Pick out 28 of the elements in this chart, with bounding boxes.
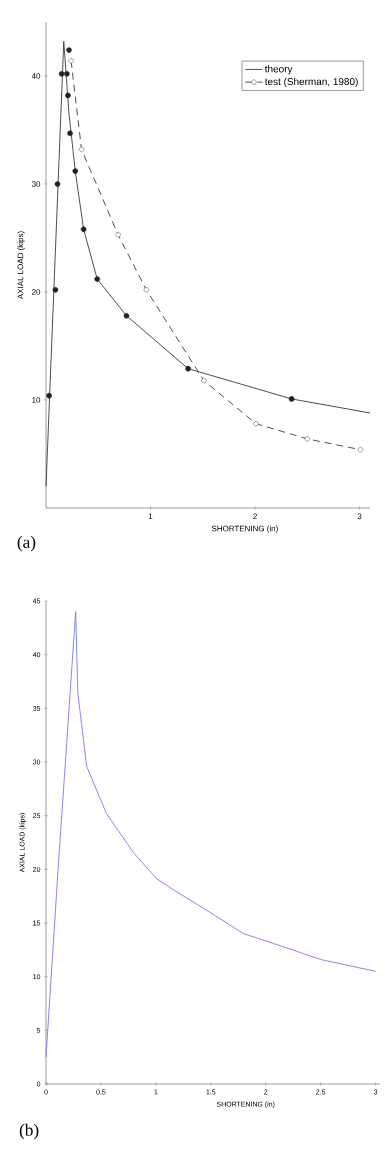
point — [66, 47, 72, 53]
point — [80, 226, 87, 233]
text: (a) — [17, 535, 36, 552]
point — [358, 447, 364, 453]
point — [78, 146, 85, 153]
point — [65, 92, 71, 99]
point — [72, 168, 79, 174]
line-series — [45, 41, 371, 487]
point — [52, 287, 59, 293]
point — [253, 421, 259, 427]
legend-label: theory — [264, 65, 293, 75]
point — [201, 377, 207, 384]
point — [64, 71, 70, 77]
point — [115, 232, 121, 238]
point — [288, 396, 295, 402]
line-series — [45, 611, 377, 1058]
point — [68, 58, 74, 64]
text: (b) — [19, 1123, 39, 1140]
point — [185, 365, 191, 372]
point — [67, 130, 73, 137]
point — [46, 392, 52, 399]
point — [54, 181, 61, 187]
point — [143, 287, 149, 293]
point — [123, 312, 130, 319]
point — [304, 436, 310, 442]
point — [58, 71, 65, 77]
point — [94, 276, 100, 282]
legend-label: test (Sherman, 1980) — [264, 77, 358, 88]
